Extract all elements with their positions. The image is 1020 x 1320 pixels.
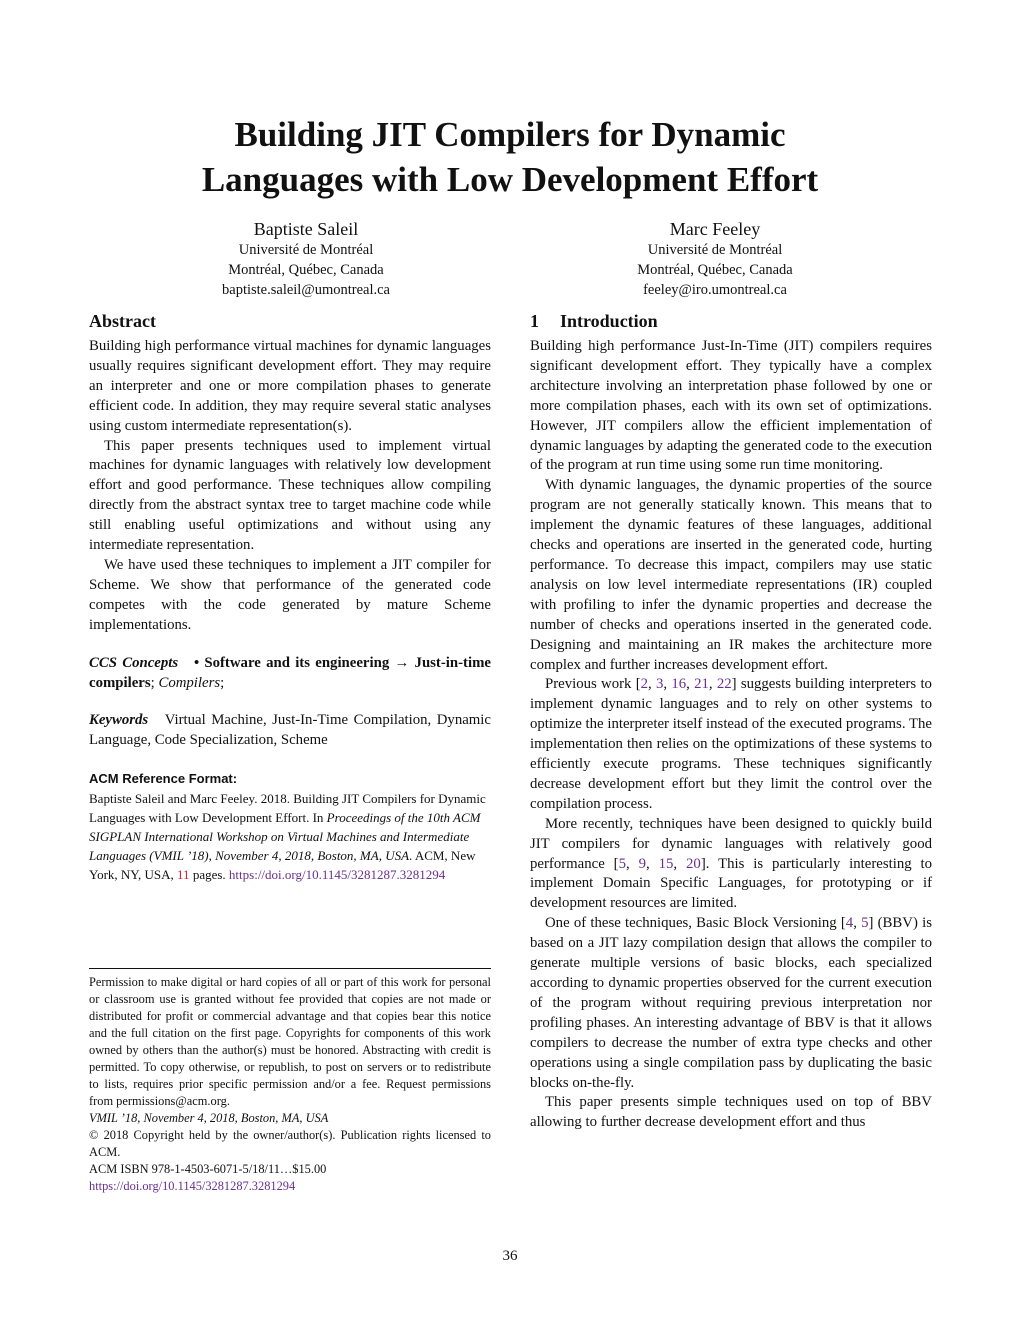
author-block-1: Baptiste Saleil Université de Montréal M…: [126, 218, 486, 300]
abstract-paragraph-2: This paper presents techniques used to i…: [89, 437, 491, 554]
citation-link[interactable]: 9: [638, 855, 647, 872]
citation-link[interactable]: 21: [694, 676, 709, 693]
acm-ref-part: pages.: [189, 867, 229, 883]
paragraph-text: ] (BBV) is based on a JIT lazy compilati…: [530, 915, 932, 1091]
citation-link[interactable]: 5: [618, 855, 626, 872]
acm-ref-pages-link[interactable]: 11: [177, 867, 190, 883]
author-location: Montréal, Québec, Canada: [228, 262, 384, 278]
footnote-block: Permission to make digital or hard copie…: [89, 974, 491, 1195]
intro-paragraph-4: More recently, techniques have been desi…: [530, 815, 933, 912]
citation-link[interactable]: 3: [656, 676, 664, 693]
author-block-2: Marc Feeley Université de Montréal Montr…: [535, 218, 895, 300]
author-affiliation: Université de Montréal: [238, 242, 374, 258]
intro-paragraph-3: Previous work [2, 3, 16, 21, 22] suggest…: [530, 676, 932, 812]
copyright-line: © 2018 Copyright held by the owner/autho…: [89, 1128, 491, 1159]
title-line-1: Building JIT Compilers for Dynamic: [234, 115, 786, 154]
intro-paragraph-1: Building high performance Just-In-Time (…: [530, 338, 932, 474]
section-number: 1: [530, 311, 539, 331]
ccs-item-1: • Software and its engineering → Just-in…: [89, 654, 491, 691]
citation-link[interactable]: 16: [671, 676, 687, 693]
intro-paragraph-5: One of these techniques, Basic Block Ver…: [530, 915, 932, 1091]
author-email[interactable]: feeley@iro.umontreal.ca: [643, 282, 787, 298]
abstract-paragraph-1: Building high performance virtual machin…: [89, 338, 491, 434]
acm-ref-part: . ACM, New York, NY, USA,: [89, 848, 476, 883]
paragraph-text: ]. This is particularly interesting to i…: [530, 855, 933, 912]
left-column: Abstract Building high performance virtu…: [89, 309, 491, 884]
ccs-label: CCS Concepts: [89, 654, 179, 671]
citation-link[interactable]: 2: [640, 676, 649, 693]
isbn-line: ACM ISBN 978-1-4503-6071-5/18/11…$15.00: [89, 1162, 327, 1176]
paragraph-text: More recently, techniques have been desi…: [530, 815, 932, 872]
acm-ref-doi-link[interactable]: https://doi.org/10.1145/3281287.3281294: [228, 867, 446, 883]
paragraph-text: One of these techniques, Basic Block Ver…: [545, 915, 846, 932]
permission-notice: Permission to make digital or hard copie…: [89, 975, 491, 1108]
ccs-separator: ;: [150, 674, 159, 691]
title-line-2: Languages with Low Development Effort: [201, 160, 819, 199]
venue-line: VMIL ’18, November 4, 2018, Boston, MA, …: [89, 1110, 491, 1127]
citation-link[interactable]: 20: [686, 855, 701, 872]
section-title: Introduction: [560, 311, 658, 331]
footnote-doi-link[interactable]: https://doi.org/10.1145/3281287.3281294: [89, 1178, 491, 1195]
keywords-label: Keywords: [89, 712, 149, 729]
citation-link[interactable]: 4: [845, 915, 854, 932]
ccs-end: ;: [220, 674, 225, 691]
venue-text: VMIL ’18, November 4, 2018, Boston, MA, …: [89, 1111, 329, 1125]
paragraph-text: ] suggests building interpreters to impl…: [530, 676, 932, 812]
intro-heading: 1 Introduction: [530, 309, 932, 334]
right-column: 1 Introduction Building high performance …: [530, 309, 932, 1133]
author-affiliation: Université de Montréal: [647, 242, 783, 258]
abstract-paragraph-3: We have used these techniques to impleme…: [89, 556, 491, 633]
footnote-doi-text[interactable]: https://doi.org/10.1145/3281287.3281294: [89, 1179, 296, 1193]
abstract-heading: Abstract: [89, 311, 156, 331]
paragraph-text: Previous work [: [545, 676, 641, 693]
author-email[interactable]: baptiste.saleil@umontreal.ca: [222, 282, 390, 298]
author-name: Baptiste Saleil: [253, 219, 359, 239]
acm-ref-text: Baptiste Saleil and Marc Feeley. 2018. B…: [89, 789, 491, 884]
citation-link[interactable]: 22: [716, 676, 732, 693]
ccs-item-2: Compilers: [158, 674, 221, 691]
author-location: Montréal, Québec, Canada: [637, 262, 793, 278]
keywords: Keywords Virtual Machine, Just-In-Time C…: [89, 711, 491, 751]
acm-ref-heading: ACM Reference Format:: [89, 771, 238, 787]
acm-ref-proceedings: Proceedings of the 10th ACM SIGPLAN Inte…: [89, 810, 481, 864]
acm-ref-part: Baptiste Saleil and Marc Feeley. 2018. B…: [89, 791, 486, 826]
intro-paragraph-6: This paper presents simple techniques us…: [530, 1094, 932, 1131]
ccs-concepts: CCS Concepts • Software and its engineer…: [89, 654, 491, 694]
keywords-text: Virtual Machine, Just-In-Time Compilatio…: [89, 712, 491, 749]
citation-link[interactable]: 15: [658, 855, 674, 872]
page-number: 36: [502, 1248, 518, 1264]
citation-link[interactable]: 5: [861, 915, 869, 932]
paper-title: Building JIT Compilers for Dynamic Langu…: [0, 112, 1020, 202]
author-name: Marc Feeley: [669, 219, 761, 239]
footnote-divider: [89, 968, 491, 969]
intro-paragraph-2: With dynamic languages, the dynamic prop…: [530, 477, 932, 673]
